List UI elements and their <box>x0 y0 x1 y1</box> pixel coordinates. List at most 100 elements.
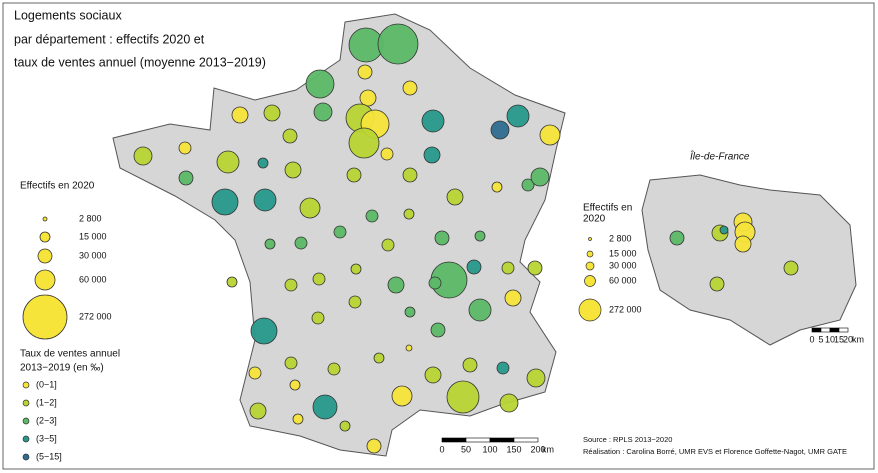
department-symbol <box>430 322 446 338</box>
rate-legend-label: (5−15] <box>36 451 62 461</box>
department-symbol <box>257 157 269 169</box>
department-symbol <box>327 362 341 376</box>
source: Réalisation : Carolina Borré, UMR EVS et… <box>583 447 847 456</box>
department-symbol <box>424 366 442 384</box>
scale-segment <box>829 327 840 333</box>
department-symbol <box>405 344 413 352</box>
rate-legend-symbol <box>22 453 30 461</box>
inset-legend-symbol <box>584 275 596 287</box>
map-symbols <box>133 23 799 454</box>
title-line: par département : effectifs 2020 et <box>14 32 205 46</box>
department-symbol <box>366 438 382 454</box>
inset-legend-title: 2020 <box>583 214 606 225</box>
scale-label: 100 <box>482 444 497 454</box>
legend-title: Taux de ventes annuel <box>20 349 120 360</box>
scale-label: 5 <box>818 334 823 344</box>
department-symbol <box>365 209 379 223</box>
department-symbol <box>211 188 239 216</box>
department-symbol <box>527 260 543 276</box>
department-symbol <box>311 311 325 325</box>
department-symbol <box>350 263 362 275</box>
department-symbol <box>339 420 351 432</box>
inset-legend-symbol <box>586 250 594 258</box>
department-symbol <box>249 402 267 420</box>
department-symbol <box>474 230 486 242</box>
department-symbol <box>294 236 308 250</box>
department-symbol <box>357 64 373 80</box>
scale-segment <box>820 327 831 333</box>
scale-label: 0 <box>809 334 814 344</box>
department-symbol <box>359 89 377 107</box>
department-symbol <box>446 380 480 414</box>
size-legend-label: 60 000 <box>79 274 107 284</box>
department-symbol <box>496 361 510 375</box>
department-symbol <box>402 167 418 183</box>
department-symbol <box>526 368 546 388</box>
department-symbol <box>380 147 394 161</box>
department-symbol <box>231 106 249 124</box>
department-symbol <box>264 238 276 250</box>
size-legend-symbol <box>34 269 56 291</box>
inset-legend-label: 15 000 <box>609 248 637 258</box>
department-symbol <box>282 128 298 144</box>
department-symbol <box>289 379 301 391</box>
department-symbol <box>313 102 333 122</box>
inset-title: Île-de-France <box>690 150 750 163</box>
department-symbol <box>305 69 335 99</box>
inset-outline <box>641 174 857 346</box>
department-symbol <box>404 306 416 318</box>
department-symbol <box>402 80 418 96</box>
scale-segment <box>489 437 515 443</box>
department-symbol <box>216 150 240 174</box>
title-line: Logements sociaux <box>14 8 122 22</box>
department-symbol <box>284 161 302 179</box>
department-symbol <box>434 230 450 246</box>
department-symbol <box>284 356 298 370</box>
rate-legend-label: (1−2] <box>36 397 57 407</box>
rate-legend-symbol <box>22 417 30 425</box>
department-symbol <box>226 276 238 288</box>
inset-legend-label: 2 800 <box>609 233 632 243</box>
scale-label: 15 <box>834 334 844 344</box>
department-symbol <box>783 260 799 276</box>
department-symbol <box>178 141 192 155</box>
department-symbol <box>501 261 515 275</box>
rate-legend-symbol <box>22 435 30 443</box>
department-symbol <box>490 120 510 140</box>
scale-label: 20 <box>843 334 853 344</box>
scale-label: km <box>542 444 554 454</box>
department-symbol <box>381 238 395 252</box>
inset-legend-symbol <box>588 237 592 241</box>
department-symbol <box>491 181 503 193</box>
department-symbol <box>468 298 492 322</box>
rate-legend-symbol <box>22 381 30 389</box>
size-legend-symbol <box>42 216 48 222</box>
department-symbol <box>391 385 413 407</box>
scale-segment <box>838 327 849 333</box>
department-symbol <box>333 225 347 239</box>
scale-segment <box>811 327 822 333</box>
inset-legend-symbol <box>585 261 595 271</box>
department-symbol <box>133 146 153 166</box>
department-symbol <box>403 208 415 220</box>
department-symbol <box>734 235 752 253</box>
department-symbol <box>284 278 298 292</box>
department-symbol <box>299 197 321 219</box>
scale-label: 150 <box>506 444 521 454</box>
rate-legend-label: (3−5] <box>36 433 57 443</box>
department-symbol <box>530 167 550 187</box>
size-legend-symbol <box>39 231 51 243</box>
scale-label: 200 <box>530 444 545 454</box>
inset-legend-symbol <box>578 298 602 322</box>
size-legend-symbol <box>37 248 53 264</box>
department-symbol <box>423 146 441 164</box>
department-symbol <box>709 276 725 292</box>
scale-label: 10 <box>825 334 835 344</box>
department-symbol <box>312 394 338 420</box>
rate-legend-label: (2−3] <box>36 415 57 425</box>
inset-legend-label: 60 000 <box>609 275 637 285</box>
department-symbol <box>263 104 281 122</box>
department-symbol <box>462 357 478 373</box>
department-symbol <box>446 188 464 206</box>
department-symbol <box>250 317 278 345</box>
